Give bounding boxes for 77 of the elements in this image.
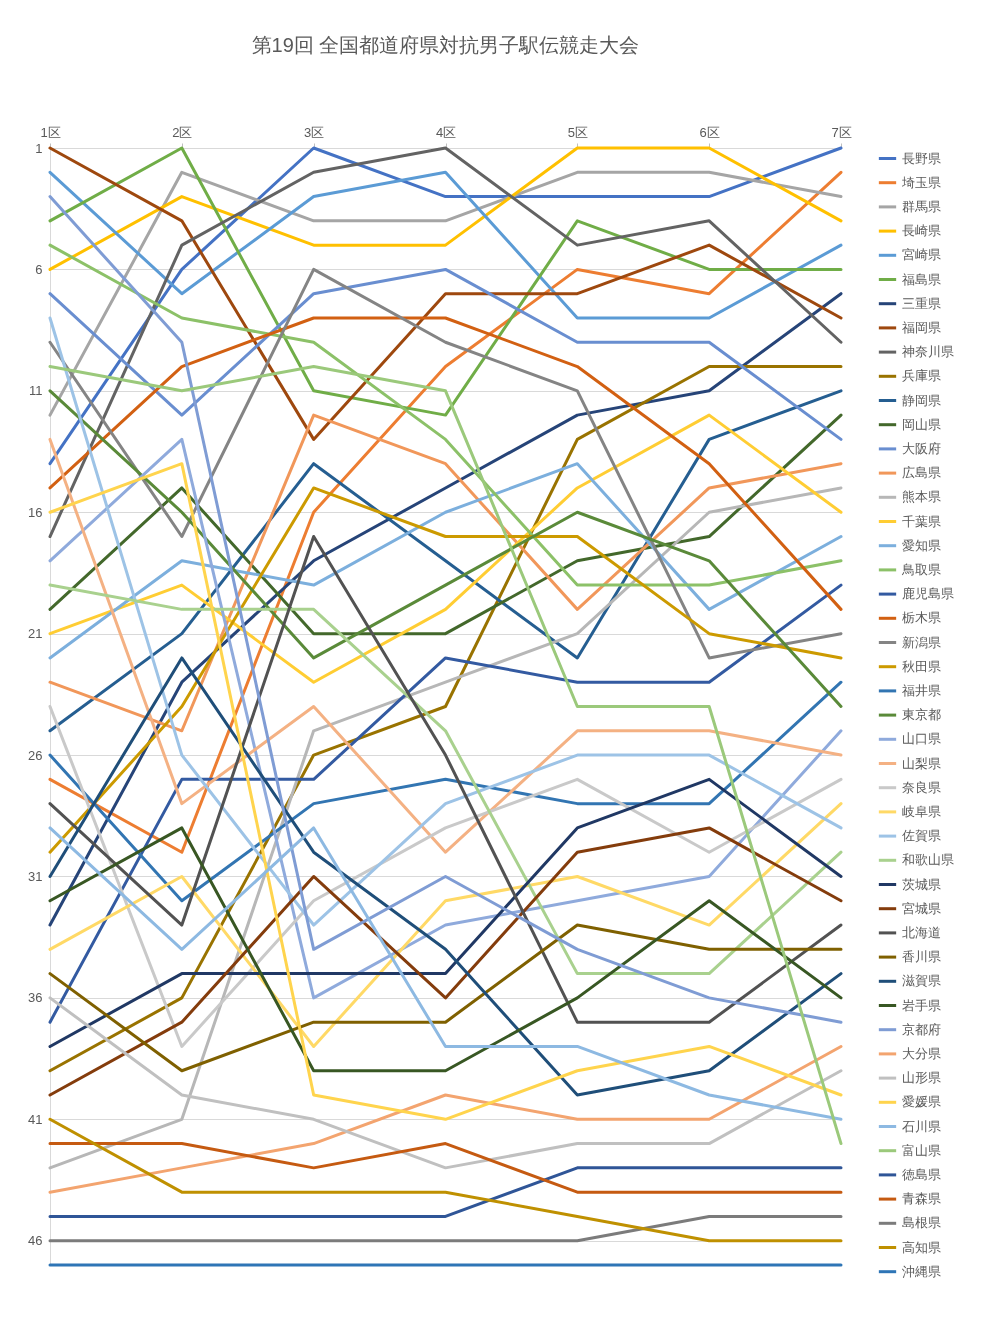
- line-series: [48, 243, 843, 587]
- legend-label: 佐賀県: [902, 828, 941, 844]
- legend-label: 新潟県: [902, 634, 941, 650]
- x-tick-label: 4区: [435, 124, 457, 140]
- line-series: [48, 705, 843, 1048]
- legend-label: 三重県: [902, 295, 941, 311]
- legend-label: 神奈川県: [902, 344, 954, 360]
- legend-label: 奈良県: [902, 779, 941, 795]
- legend-label: 岩手県: [902, 997, 941, 1013]
- legend-label: 大阪府: [902, 440, 941, 456]
- line-series: [48, 195, 843, 1024]
- legend-label: 徳島県: [902, 1166, 941, 1182]
- legend-label: 広島県: [902, 465, 941, 481]
- legend-label: 大分県: [902, 1045, 941, 1061]
- legend-label: 和歌山県: [902, 852, 954, 868]
- legend-label: 福井県: [902, 682, 941, 698]
- legend-label: 静岡県: [902, 392, 941, 408]
- legend-label: 島根県: [902, 1215, 941, 1231]
- legend-label: 秋田県: [902, 658, 941, 674]
- x-tick-label: 7区: [831, 124, 852, 140]
- legend-label: 山口県: [902, 731, 941, 747]
- legend-label: 鳥取県: [901, 561, 941, 577]
- x-tick-label: 3区: [304, 124, 325, 140]
- y-tick-label: 6: [35, 261, 43, 277]
- legend-label: 長崎県: [902, 223, 941, 239]
- legend-label: 宮崎県: [902, 247, 941, 263]
- legend-label: 福岡県: [902, 319, 941, 335]
- legend-label: 千葉県: [902, 513, 941, 529]
- legend-label: 鹿児島県: [902, 586, 954, 602]
- line-series: [48, 316, 843, 611]
- y-tick-label: 46: [28, 1233, 43, 1249]
- line-series: [48, 437, 843, 1000]
- legend-label: 岐阜県: [902, 803, 941, 819]
- y-tick-label: 36: [28, 990, 43, 1006]
- y-tick-label: 16: [28, 504, 43, 520]
- y-tick-label: 41: [28, 1111, 43, 1127]
- y-tick-label: 11: [29, 383, 43, 399]
- legend-label: 富山県: [902, 1142, 941, 1158]
- line-series: [48, 170, 843, 320]
- legend-label: 長野県: [902, 150, 941, 166]
- legend-label: 茨城県: [902, 876, 941, 892]
- legend-label: 青森県: [902, 1191, 941, 1207]
- legend-label: 栃木県: [902, 610, 941, 626]
- line-series: [48, 267, 843, 441]
- chart-title: 第19回 全国都道府県対抗男子駅伝競走大会: [251, 34, 640, 56]
- legend-label: 北海道: [902, 924, 941, 940]
- x-tick-label: 2区: [172, 124, 193, 140]
- x-tick-label: 6区: [699, 124, 720, 140]
- y-tick-label: 21: [28, 626, 43, 642]
- legend-label: 埼玉県: [901, 174, 941, 190]
- legend-label: 兵庫県: [902, 368, 941, 384]
- legend-label: 山梨県: [902, 755, 941, 771]
- legend-label: 高知県: [902, 1239, 941, 1255]
- legend-label: 東京都: [902, 707, 941, 723]
- legend-label: 沖縄県: [902, 1263, 941, 1279]
- legend-label: 福島県: [902, 271, 941, 287]
- legend-label: 熊本県: [902, 489, 941, 505]
- legend-label: 香川県: [902, 949, 941, 965]
- line-series: [48, 1117, 843, 1243]
- legend-label: 山形県: [902, 1070, 941, 1086]
- legend-label: 岡山県: [902, 416, 941, 432]
- legend-label: 愛知県: [902, 537, 941, 553]
- legend-label: 京都府: [902, 1021, 941, 1037]
- legend-label: 愛媛県: [902, 1094, 941, 1110]
- line-series: [48, 413, 843, 684]
- line-series: [48, 1044, 843, 1194]
- line-series: [48, 923, 843, 1073]
- x-tick-label: 5区: [567, 124, 588, 140]
- legend-label: 群馬県: [902, 198, 941, 214]
- legend-label: 滋賀県: [902, 973, 941, 989]
- y-tick-label: 1: [35, 140, 43, 156]
- legend-label: 宮城県: [902, 900, 941, 916]
- y-tick-label: 31: [28, 868, 43, 884]
- line-series: [48, 267, 843, 660]
- legend-label: 石川県: [902, 1118, 941, 1134]
- x-tick-label: 1区: [40, 124, 61, 140]
- y-tick-label: 26: [28, 747, 43, 763]
